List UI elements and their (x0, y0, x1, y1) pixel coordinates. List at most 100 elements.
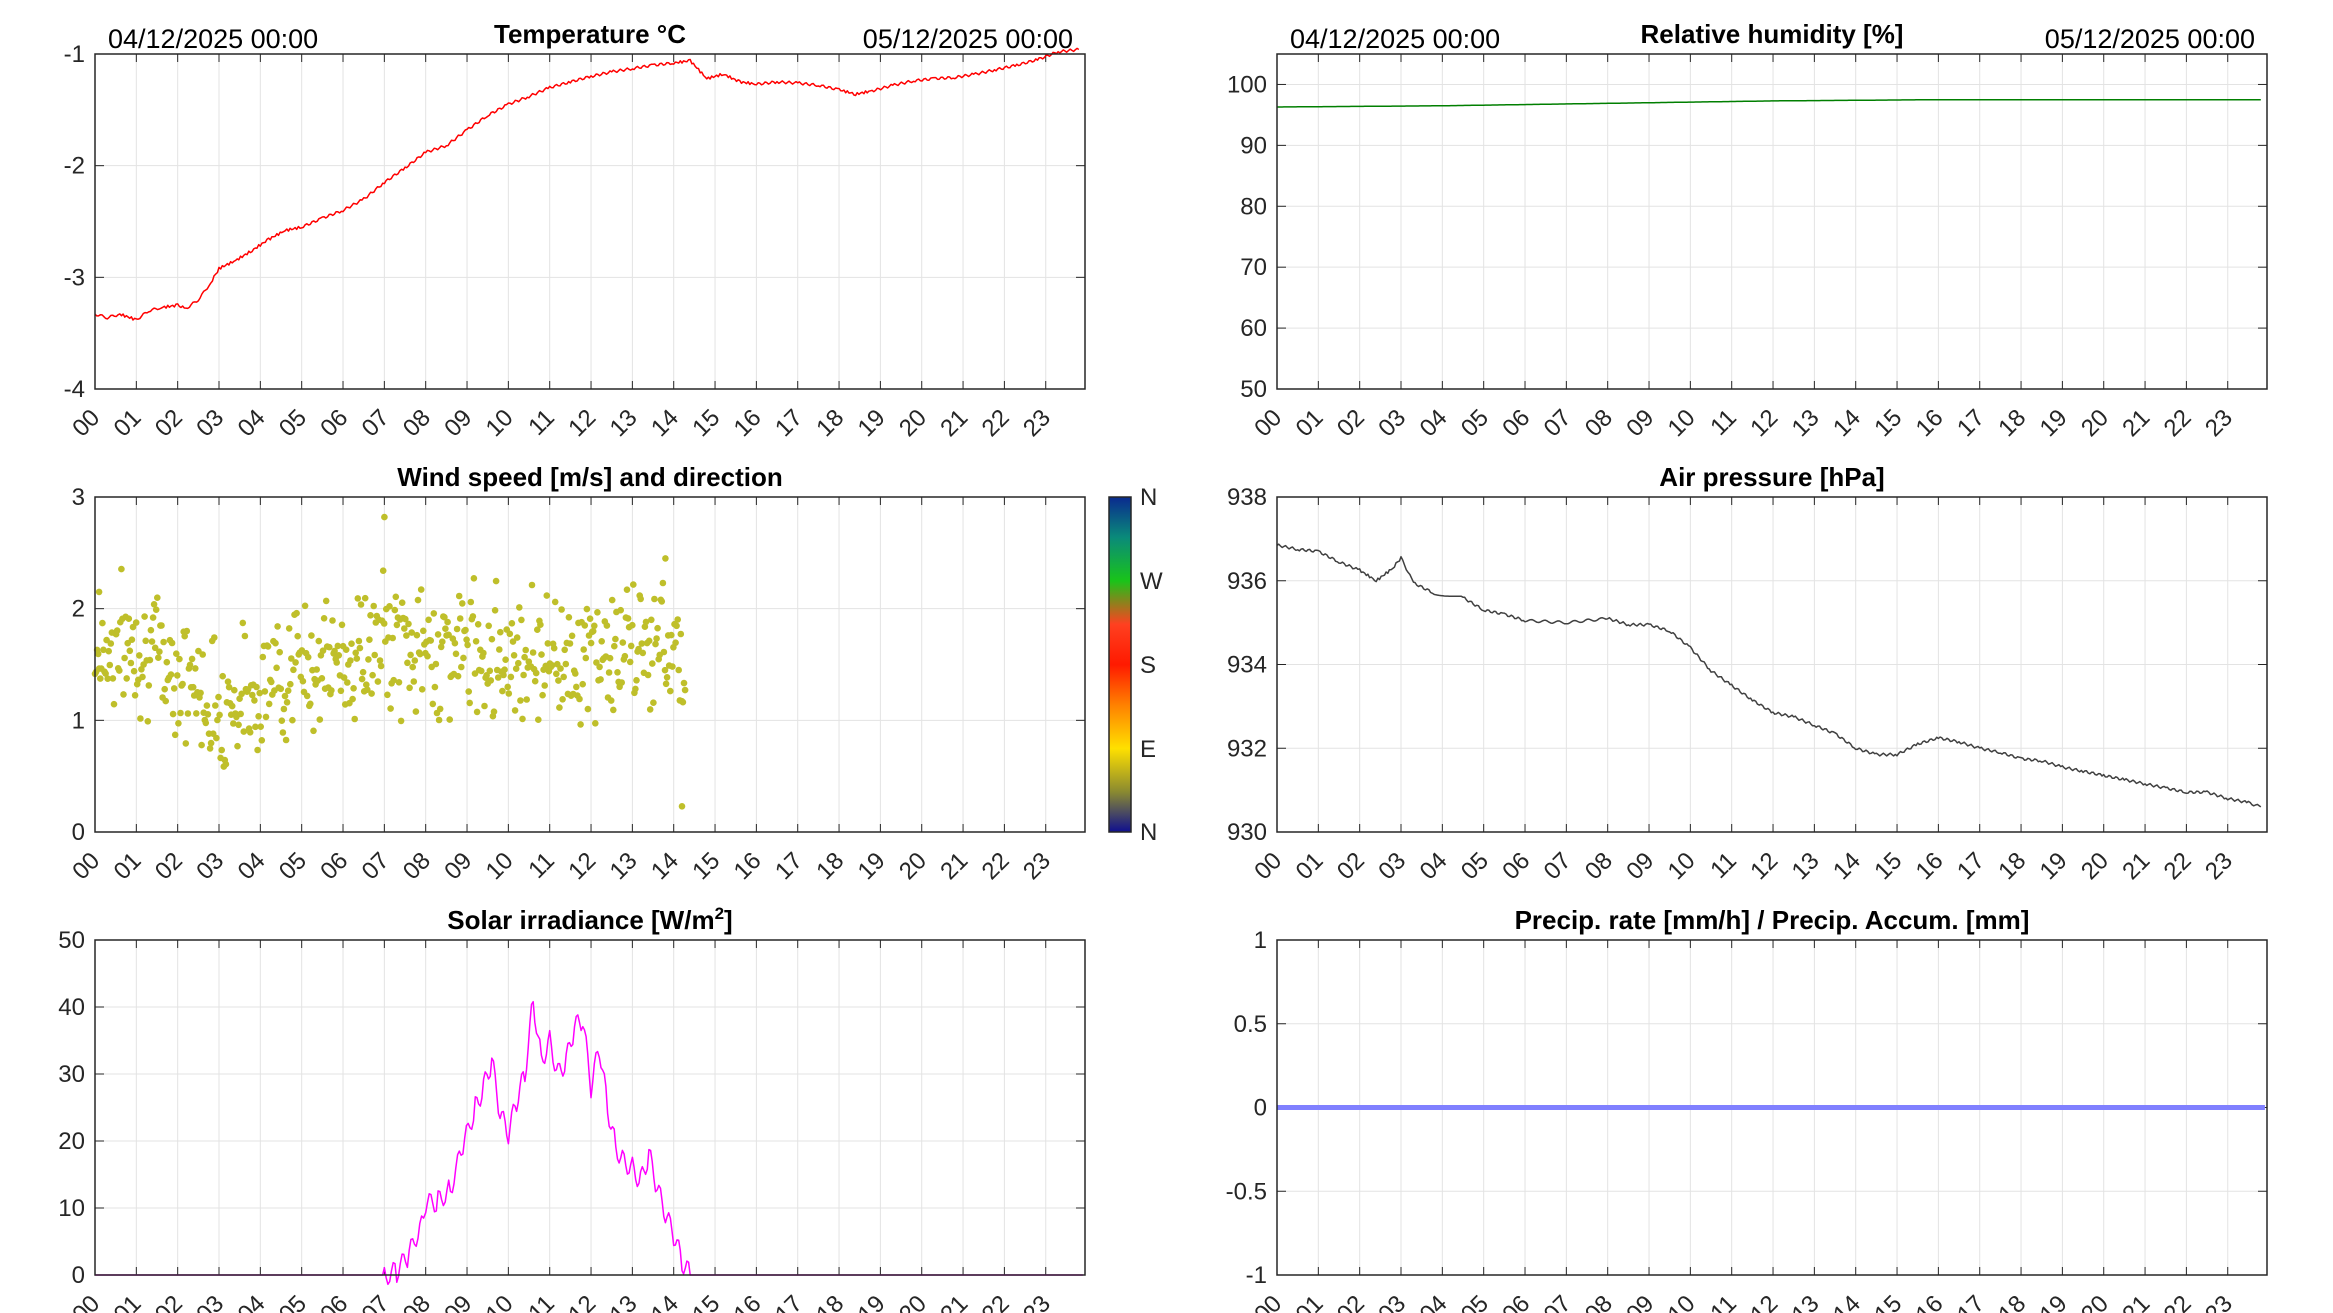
x-tick-label: 09 (439, 404, 477, 442)
x-tick-label: 13 (1787, 847, 1825, 885)
wind-point (374, 678, 382, 685)
wind-point (377, 662, 385, 670)
x-tick-label: 23 (1018, 1290, 1056, 1313)
wind-point (281, 692, 289, 700)
wind-point (264, 643, 272, 650)
x-tick-label: 05 (1456, 404, 1494, 442)
wind-point (231, 686, 238, 694)
wind-point (473, 708, 481, 716)
wind-point (255, 713, 262, 720)
wind-point (322, 597, 330, 605)
wind-point (668, 631, 675, 639)
wind-point (256, 689, 264, 697)
wind-point (513, 634, 521, 641)
x-tick-label: 17 (770, 404, 808, 442)
temperature-chart: 04/12/2025 00:00 05/12/2025 00:00 00 01 02… (64, 19, 1086, 442)
wind-point (679, 698, 687, 706)
humidity-chart: 04/12/2025 00:00 05/12/2025 00:00 00 01 02… (1227, 19, 2268, 442)
wind-point (307, 700, 314, 708)
wind-point (163, 658, 171, 666)
x-tick-label: 23 (1018, 404, 1056, 442)
x-tick-label: 11 (1705, 847, 1742, 884)
wind-point (605, 669, 613, 676)
x-tick-label: 00 (67, 847, 105, 885)
wind-point (349, 695, 356, 703)
x-tick-label: 02 (1332, 1290, 1370, 1313)
wind-point (168, 639, 176, 647)
x-tick-label: 20 (894, 1290, 932, 1313)
x-tick-label: 20 (894, 404, 932, 442)
wind-point (193, 710, 200, 717)
y-tick-label: -1 (64, 41, 85, 68)
wind-point (580, 646, 587, 653)
wind-point (299, 677, 307, 685)
x-tick-label: 10 (1663, 1290, 1701, 1313)
series-line (1276, 543, 2262, 808)
x-tick-label: 07 (1539, 404, 1577, 442)
wind-point (638, 640, 646, 647)
wind-point (397, 717, 405, 725)
wind-point (155, 654, 162, 661)
wind-point (347, 657, 354, 664)
x-tick-label: 22 (2159, 847, 2197, 885)
wind-point (404, 659, 411, 667)
wind-point (436, 705, 444, 713)
y-tick-label: 100 (1227, 71, 1267, 98)
wind-point (249, 691, 256, 699)
wind-point (662, 555, 669, 562)
wind-point (254, 746, 261, 754)
wind-point (454, 672, 462, 680)
x-tick-label: 10 (481, 847, 519, 885)
wind-point (156, 648, 163, 655)
wind-point (644, 671, 652, 679)
x-tick-label: 02 (150, 1290, 188, 1313)
x-tick-label: 11 (523, 1290, 560, 1313)
wind-point (472, 638, 480, 645)
wind-point (326, 643, 333, 651)
wind-point (537, 621, 544, 628)
x-tick-label: 22 (2159, 404, 2197, 442)
x-tick-label: 01 (109, 404, 147, 442)
wind-point (169, 710, 177, 718)
wind-point (261, 688, 269, 695)
wind-point (617, 606, 624, 614)
x-tick-label: 11 (1705, 404, 1742, 441)
direction-colorbar: N W S E N (1108, 484, 1163, 846)
wind-point (251, 697, 258, 704)
x-tick-label: 05 (274, 404, 312, 442)
date-end-label: 05/12/2025 00:00 (2045, 24, 2255, 54)
x-tick-label: 19 (2035, 404, 2073, 442)
wind-point (500, 671, 507, 679)
x-tick-label: 20 (2076, 404, 2114, 442)
x-tick-label: 08 (398, 847, 436, 885)
wind-point (364, 686, 371, 693)
wind-point (175, 720, 182, 727)
wind-point (313, 666, 321, 673)
x-tick-label: 03 (1373, 1290, 1411, 1313)
wind-point (667, 687, 674, 695)
wind-point (334, 642, 342, 650)
wind-point (581, 622, 589, 629)
wind-point (577, 721, 584, 728)
wind-point (284, 687, 292, 694)
axes-frame (94, 939, 1086, 1276)
x-tick-label: 09 (1621, 404, 1659, 442)
wind-point (496, 646, 503, 653)
x-tick-label: 02 (1332, 404, 1370, 442)
wind-point (403, 632, 410, 639)
wind-point (328, 687, 335, 694)
plot-area (95, 497, 1085, 832)
wind-point (612, 635, 619, 643)
wind-point (579, 680, 586, 688)
wind-point (386, 603, 393, 610)
wind-point (589, 627, 597, 635)
wind-point (333, 659, 341, 666)
wind-point (204, 711, 212, 718)
wind-point (337, 687, 345, 695)
colorbar-label: W (1140, 568, 1163, 595)
x-tick-label: 18 (811, 404, 849, 442)
wind-point (597, 676, 604, 683)
wind-point (292, 659, 299, 666)
wind-point (289, 716, 296, 724)
wind-point (528, 581, 536, 589)
